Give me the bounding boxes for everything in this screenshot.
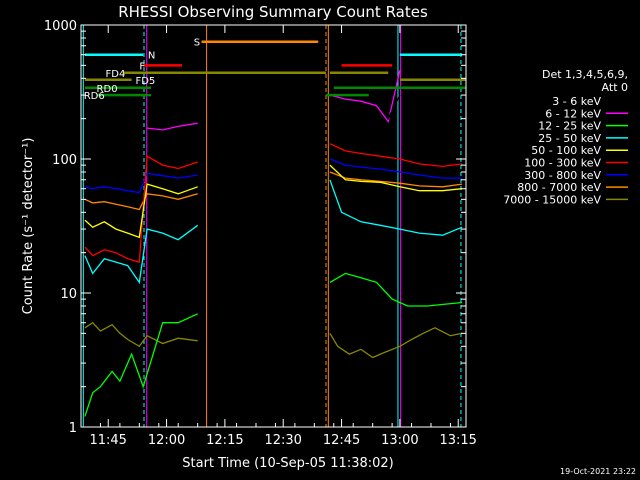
chart-title: RHESSI Observing Summary Count Rates: [118, 3, 428, 21]
series-line-2-seg2: [329, 272, 463, 307]
legend-label-5: 100 - 300 keV: [524, 157, 601, 170]
series-line-2-seg1: [84, 313, 198, 417]
series-lines: [84, 70, 463, 417]
plot-frame: [80, 24, 467, 428]
series-line-4-seg2: [329, 164, 463, 192]
legend-label-7: 800 - 7000 keV: [517, 181, 601, 194]
x-axis-label: Start Time (10-Sep-05 11:38:02): [182, 456, 393, 471]
series-line-3-seg2: [329, 179, 463, 236]
x-tick-label-5: 13:00: [381, 433, 418, 448]
flag-label-4: FD5: [135, 76, 155, 87]
generation-timestamp: 19-Oct-2021 23:22: [560, 467, 636, 476]
flag-label-3: FD4: [106, 69, 126, 80]
series-line-8-seg2: [329, 327, 463, 359]
series-line-4-seg1: [84, 183, 198, 239]
legend-title-line1: Det 1,3,4,5,6,9,: [542, 68, 628, 81]
flag-label-5: RD0: [97, 84, 118, 95]
series-line-1-seg1: [147, 122, 198, 131]
y-axis-label: Count Rate (s⁻¹ detector⁻¹): [21, 138, 36, 315]
x-tick-label-6: 13:15: [439, 433, 476, 448]
series-line-0-seg2: [329, 88, 401, 121]
legend-label-0: 3 - 6 keV: [552, 95, 601, 108]
x-tick-label-3: 12:30: [264, 433, 301, 448]
legend-label-4: 50 - 100 keV: [531, 144, 601, 157]
x-tick-label-4: 12:45: [323, 433, 360, 448]
legend-label-2: 12 - 25 keV: [538, 120, 601, 133]
series-line-0-seg1: [147, 115, 198, 121]
axis-ticks: 11:45 12:00 12:15 12:30 12:45 13:00 13:15 1 10 10…: [44, 19, 477, 448]
y-tick-label-3: 1000: [44, 19, 77, 34]
series-line-3-seg1: [84, 224, 199, 285]
series-line-1-seg2: [329, 70, 401, 124]
legend-label-1: 6 - 12 keV: [545, 107, 601, 120]
legend-label-3: 25 - 50 keV: [538, 132, 601, 145]
legend-title-line2: Att 0: [602, 81, 628, 94]
series-line-8-seg1: [84, 321, 198, 348]
series-line-7-seg1: [84, 193, 198, 211]
series-line-5-seg2: [329, 143, 463, 168]
flag-label-6: RD6: [84, 91, 105, 102]
x-tick-label-0: 11:45: [89, 433, 126, 448]
y-tick-label-2: 100: [52, 153, 77, 168]
y-tick-label-0: 1: [69, 421, 77, 436]
series-line-5-seg1: [84, 155, 198, 263]
flag-label-2: F: [139, 61, 145, 72]
series-line-6-seg1: [84, 172, 198, 194]
x-tick-label-2: 12:15: [206, 433, 243, 448]
vertical-marker-lines: [82, 25, 462, 427]
y-tick-label-1: 10: [60, 287, 77, 302]
legend-label-8: 7000 - 15000 keV: [503, 193, 601, 206]
flag-label-1: S: [194, 38, 200, 49]
series-line-6-seg2: [329, 158, 463, 179]
legend-label-6: 300 - 800 keV: [524, 169, 601, 182]
series-line-7-seg2: [329, 171, 463, 188]
flag-label-0: N: [148, 51, 155, 62]
x-tick-label-1: 12:00: [148, 433, 185, 448]
